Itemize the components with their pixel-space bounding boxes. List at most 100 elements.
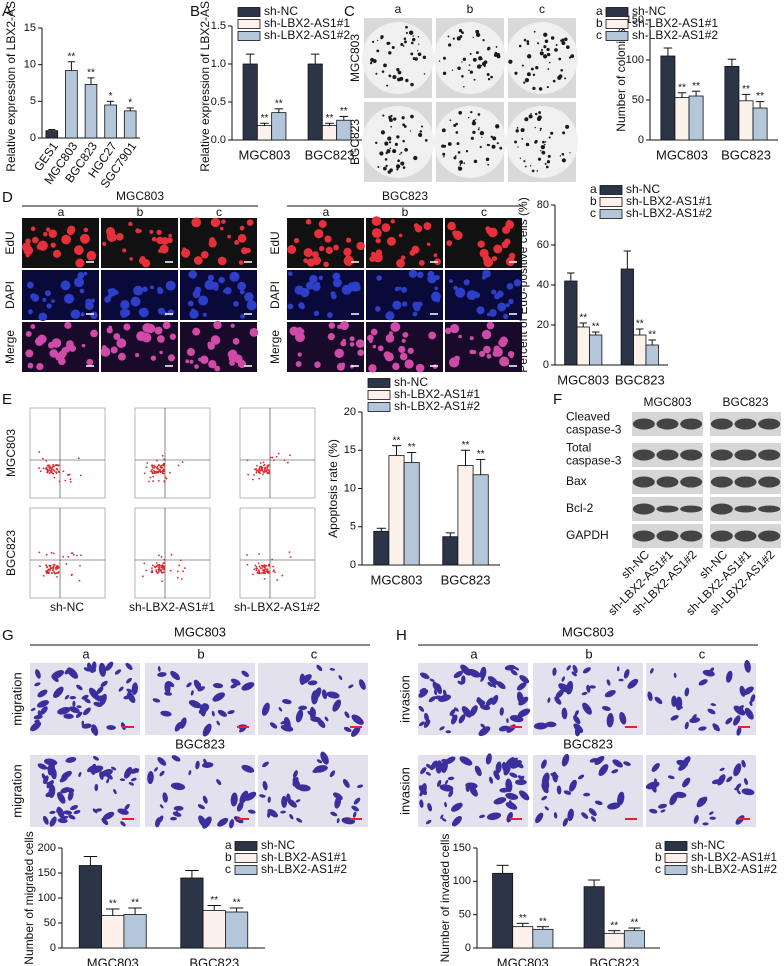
colony xyxy=(547,68,550,70)
edu-image-cell xyxy=(343,249,350,256)
y-tick-label: 150 xyxy=(38,867,56,879)
colony xyxy=(391,45,395,49)
transwell-image-cell xyxy=(499,707,504,716)
legend-swatch xyxy=(605,7,629,17)
transwell-image-cell xyxy=(311,690,319,705)
transwell-image-cell xyxy=(461,675,466,685)
event xyxy=(180,578,183,580)
group-label: BGC823 xyxy=(175,736,225,751)
event xyxy=(156,465,159,468)
colony xyxy=(528,114,533,119)
event xyxy=(269,456,272,459)
transwell-image-cell xyxy=(63,810,73,815)
colony xyxy=(475,51,479,55)
legend-key: b xyxy=(655,850,662,864)
significance: ** xyxy=(648,330,656,341)
event xyxy=(153,472,156,475)
significance: ** xyxy=(109,899,117,910)
legend-swatch xyxy=(605,31,629,41)
transwell-image-cell xyxy=(160,710,172,717)
blot-band xyxy=(710,503,733,515)
colony xyxy=(403,40,407,44)
legend-key: b xyxy=(596,16,603,30)
transwell-image-cell xyxy=(649,808,658,814)
transwell-image-cell xyxy=(439,784,454,792)
y-tick-label: 100 xyxy=(38,892,56,904)
bar xyxy=(123,914,147,949)
event xyxy=(169,471,171,474)
legend-key: a xyxy=(225,838,232,852)
event xyxy=(58,480,61,483)
error-bar xyxy=(516,922,529,927)
transwell-image-cell xyxy=(216,720,220,726)
legend-swatch xyxy=(237,31,261,41)
transwell-image-cell xyxy=(358,679,366,690)
event xyxy=(46,471,49,474)
transwell-image-cell xyxy=(582,667,591,674)
transwell-image-cell xyxy=(590,816,596,822)
colony xyxy=(389,168,393,172)
transwell-image-cell xyxy=(444,801,447,808)
colony xyxy=(533,30,536,33)
edu-image-cell xyxy=(213,320,222,330)
error-bar xyxy=(579,322,587,327)
event xyxy=(46,565,48,568)
transwell-image-cell xyxy=(351,805,360,812)
significance: ** xyxy=(636,319,644,330)
edu-image-cell xyxy=(185,359,190,364)
colony xyxy=(478,127,480,129)
colony xyxy=(496,142,499,145)
edu-image-cell xyxy=(36,243,43,250)
transwell-image-cell xyxy=(343,726,352,733)
edu-image-cell xyxy=(239,289,245,295)
legend-swatch xyxy=(237,7,261,17)
flow-plot xyxy=(29,507,106,599)
error-bar xyxy=(648,339,656,345)
colony xyxy=(542,54,548,59)
flow-plot xyxy=(29,407,106,499)
colony xyxy=(410,82,414,87)
legend-swatch xyxy=(599,185,623,195)
transwell-image-cell xyxy=(193,679,202,691)
event xyxy=(151,468,154,471)
event xyxy=(39,470,42,473)
edu-image-cell xyxy=(241,247,249,255)
legend-label: sh-LBX2-AS1#1 xyxy=(632,16,718,30)
colony xyxy=(447,35,450,38)
colony xyxy=(544,162,547,165)
transwell-image-cell xyxy=(418,785,428,796)
legend-key: b xyxy=(225,850,232,864)
significance: ** xyxy=(610,920,618,931)
bar xyxy=(104,104,117,139)
column-label: c xyxy=(699,646,706,661)
colony xyxy=(538,87,543,91)
colony xyxy=(537,42,540,45)
edu-image-cell xyxy=(486,353,492,359)
column-label: a xyxy=(323,205,330,219)
edu-image-cell xyxy=(370,251,376,257)
transwell-image-cell xyxy=(157,666,161,672)
edu-image-cell xyxy=(27,309,33,315)
event xyxy=(253,474,255,476)
colony xyxy=(491,144,496,149)
transwell-image-cell xyxy=(87,662,93,672)
transwell-image-cell xyxy=(505,792,519,800)
edu-image-cell xyxy=(306,281,315,290)
column-label: c xyxy=(539,2,545,16)
colony xyxy=(519,157,522,159)
legend-swatch xyxy=(664,853,688,863)
transwell-image-cell xyxy=(696,796,708,808)
legend-label: sh-LBX2-AS1#2 xyxy=(261,862,347,876)
transwell-image-cell xyxy=(102,811,115,820)
colony xyxy=(397,70,402,75)
transwell-image-cell xyxy=(78,772,82,777)
edu-image-cell xyxy=(357,349,364,356)
edu-image-cell xyxy=(214,365,221,372)
error-bar xyxy=(636,328,644,335)
transwell-image-cell xyxy=(351,714,364,725)
transwell-image-cell xyxy=(491,694,499,706)
significance: ** xyxy=(131,898,139,909)
transwell-image-cell xyxy=(244,791,257,801)
event xyxy=(259,567,262,569)
